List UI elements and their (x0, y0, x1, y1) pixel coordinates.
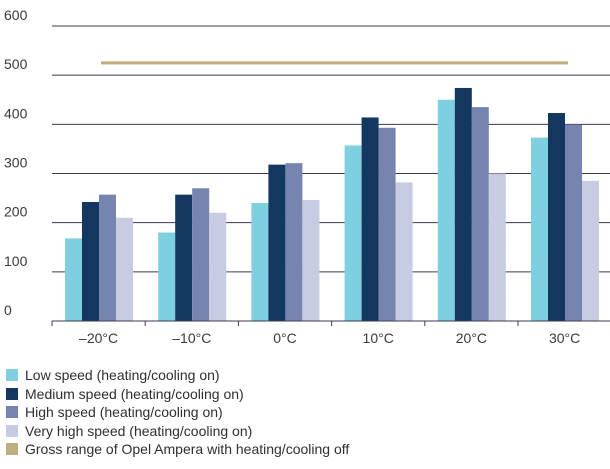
chart-plot: 0 100 200 300 400 500 600 –20°C –10°C 0°C 10°C 20°C… (4, 7, 610, 346)
bar (378, 127, 396, 322)
bar (158, 232, 176, 321)
x-tick-label: –20°C (79, 330, 118, 346)
bar (395, 182, 413, 321)
y-tick-label: 600 (4, 7, 28, 23)
y-tick-label: 200 (4, 204, 28, 220)
legend-item: Low speed (heating/cooling on) (6, 366, 349, 385)
bar (116, 217, 133, 321)
bar (192, 188, 210, 321)
bar (344, 145, 362, 321)
y-tick-label: 300 (4, 155, 28, 171)
bar (209, 212, 227, 321)
bar (268, 164, 286, 321)
legend-item: Gross range of Opel Ampera with heating/… (6, 440, 349, 459)
bar (454, 87, 472, 321)
y-tick-label: 400 (4, 105, 28, 121)
bar (285, 163, 303, 321)
x-tick-label: 30°C (549, 330, 580, 346)
legend-swatch (6, 369, 18, 382)
x-tick-label: 20°C (456, 330, 487, 346)
y-tick-label: 0 (4, 302, 12, 318)
bar (488, 173, 506, 321)
y-tick-label: 500 (4, 56, 28, 72)
y-tick-label: 100 (4, 253, 28, 269)
bar (437, 99, 455, 321)
bar (471, 107, 489, 321)
bar (531, 137, 548, 321)
legend-label: Gross range of Opel Ampera with heating/… (25, 441, 350, 458)
bar (99, 194, 116, 321)
legend-swatch (6, 406, 18, 419)
bar (582, 180, 599, 321)
bar (65, 238, 82, 321)
legend-swatch (6, 443, 18, 456)
bar (82, 202, 99, 321)
legend-item: Medium speed (heating/cooling on) (6, 385, 349, 404)
legend-item: High speed (heating/cooling on) (6, 403, 349, 422)
legend-label: Low speed (heating/cooling on) (25, 367, 220, 384)
legend-label: High speed (heating/cooling on) (25, 404, 223, 421)
bar (302, 200, 320, 321)
x-tick-label: 0°C (273, 330, 297, 346)
legend-swatch (6, 424, 18, 437)
bar (251, 203, 269, 321)
legend-item: Very high speed (heating/cooling on) (6, 422, 349, 441)
legend-label: Very high speed (heating/cooling on) (25, 422, 253, 439)
x-tick-label: 10°C (363, 330, 394, 346)
chart-legend: Low speed (heating/cooling on) Medium spe… (6, 366, 349, 459)
legend-label: Medium speed (heating/cooling on) (25, 385, 244, 402)
x-tick-label: –10°C (172, 330, 211, 346)
legend-swatch (6, 387, 18, 400)
bar (565, 124, 582, 321)
bar (548, 113, 565, 322)
bar (361, 117, 379, 321)
bar (175, 194, 193, 321)
